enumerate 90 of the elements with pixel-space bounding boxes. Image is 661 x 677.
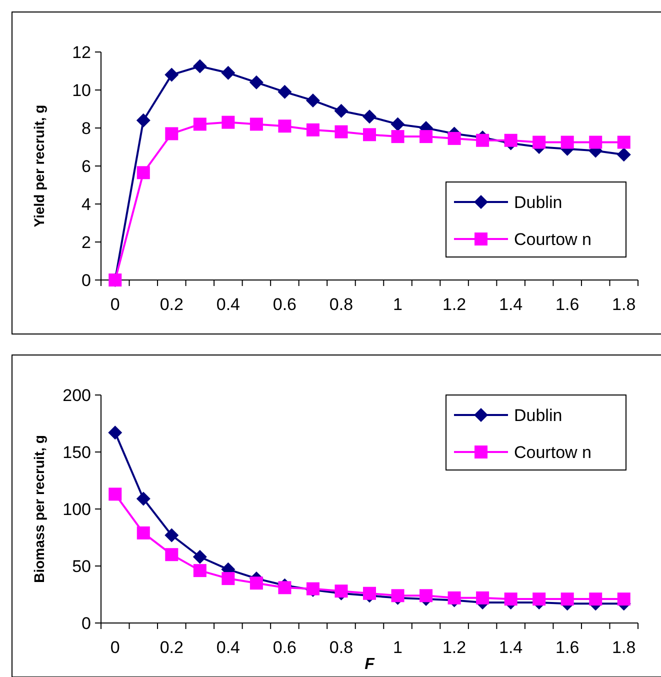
x-tick-label: 1.2 xyxy=(442,295,466,314)
point xyxy=(616,148,631,162)
point xyxy=(278,84,292,99)
x-tick-label: 0 xyxy=(110,638,120,657)
point xyxy=(617,592,630,606)
point xyxy=(249,75,264,90)
point xyxy=(504,592,518,606)
point xyxy=(192,550,207,564)
point xyxy=(250,118,263,131)
point xyxy=(165,127,178,140)
x-tick-label: 1.4 xyxy=(498,295,523,314)
y-tick-label: 150 xyxy=(62,442,91,462)
legend-label: Dublin xyxy=(514,192,562,212)
point xyxy=(420,589,433,602)
point xyxy=(589,592,602,606)
y-tick-label: 50 xyxy=(72,556,91,576)
legend-label: Courtow n xyxy=(514,230,592,249)
point xyxy=(278,581,292,594)
x-tick-label: 1 xyxy=(393,295,402,314)
y-tick-label: 4 xyxy=(82,194,91,214)
y-tick-label: 0 xyxy=(82,270,91,290)
point xyxy=(222,116,235,129)
point xyxy=(136,492,150,506)
x-tick-label: 1.2 xyxy=(442,638,466,657)
point xyxy=(448,591,461,604)
x-tick-label: 1.8 xyxy=(612,295,636,314)
point xyxy=(306,123,320,136)
point xyxy=(334,104,348,118)
point xyxy=(108,488,122,501)
y-tick-label: 12 xyxy=(72,42,91,62)
point xyxy=(306,93,320,108)
x-tick-label: 0.6 xyxy=(272,638,297,657)
x-tick-label: 0.8 xyxy=(329,638,354,657)
point xyxy=(362,110,376,124)
point xyxy=(476,591,490,604)
point xyxy=(448,132,461,145)
x-tick-label: 0.2 xyxy=(160,295,184,314)
x-tick-label: 1.6 xyxy=(556,638,580,657)
x-tick-label: 1.6 xyxy=(556,295,580,314)
point xyxy=(391,130,404,144)
point xyxy=(363,128,376,142)
point xyxy=(391,589,404,602)
y-tick-label: 8 xyxy=(82,118,91,138)
point xyxy=(589,136,602,149)
point xyxy=(476,134,490,147)
y-axis-title: Biomass per recruit, g xyxy=(31,435,47,583)
point xyxy=(222,572,235,586)
point xyxy=(420,130,433,144)
point xyxy=(560,592,574,606)
point xyxy=(617,136,630,149)
y-axis-title: Yield per recruit, g xyxy=(31,104,47,228)
point xyxy=(193,564,206,578)
point xyxy=(363,586,376,600)
y-tick-label: 2 xyxy=(82,232,91,252)
point xyxy=(250,576,263,590)
point xyxy=(165,548,178,562)
point xyxy=(334,584,348,598)
x-tick-label: 0.4 xyxy=(216,295,240,314)
point xyxy=(193,118,206,131)
x-tick-label: 1.8 xyxy=(612,638,636,657)
y-tick-label: 10 xyxy=(72,80,91,100)
point xyxy=(164,528,179,542)
x-tick-label: 0.6 xyxy=(272,295,297,314)
point xyxy=(334,125,348,138)
point xyxy=(504,134,518,147)
y-tick-label: 200 xyxy=(62,386,91,405)
point xyxy=(136,166,150,180)
point xyxy=(136,113,150,128)
x-tick-label: 0.2 xyxy=(160,638,184,657)
point xyxy=(192,59,207,74)
x-tick-label: 0.4 xyxy=(216,638,240,657)
point xyxy=(278,120,292,133)
y-tick-label: 6 xyxy=(82,156,91,176)
legend-label: Courtow n xyxy=(514,442,592,462)
legend-label: Dublin xyxy=(514,406,562,425)
point xyxy=(390,117,405,132)
point xyxy=(221,66,236,80)
y-tick-label: 0 xyxy=(82,614,91,633)
x-axis-title: F xyxy=(364,656,376,673)
y-tick-label: 100 xyxy=(62,500,91,519)
point xyxy=(560,136,574,149)
x-tick-label: 0.8 xyxy=(329,295,354,314)
x-tick-label: 1.4 xyxy=(498,638,523,657)
point xyxy=(532,592,546,606)
point xyxy=(136,526,150,540)
point xyxy=(532,136,546,149)
point xyxy=(108,426,122,440)
point xyxy=(164,68,179,82)
x-tick-label: 0 xyxy=(110,295,120,314)
x-tick-label: 1 xyxy=(393,638,402,657)
